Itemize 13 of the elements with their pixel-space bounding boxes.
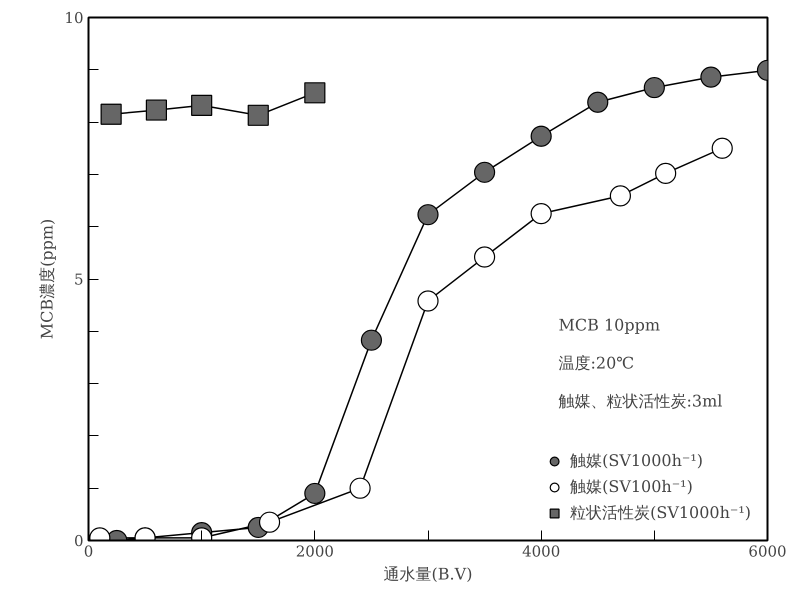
annotation: MCB 10ppm (558, 316, 660, 334)
annotation: 触媒、粒状活性炭:3ml (558, 392, 722, 410)
x-tick-label: 6000 (748, 542, 787, 560)
y-tick-label: 10 (64, 9, 84, 27)
x-tick-label: 4000 (522, 542, 560, 560)
y-axis-title: MCB濃度(ppm) (37, 218, 56, 340)
y-tick-label: 5 (74, 270, 84, 288)
legend-label: 粒状活性炭(SV1000h⁻¹) (570, 502, 751, 524)
x-axis-title: 通水量(B.V) (384, 564, 472, 584)
annotation: 温度:20℃ (558, 354, 634, 372)
x-tick-label: 2000 (296, 542, 334, 560)
legend-label: 触媒(SV1000h⁻¹) (570, 450, 703, 472)
legend-label: 触媒(SV100h⁻¹) (570, 476, 693, 498)
